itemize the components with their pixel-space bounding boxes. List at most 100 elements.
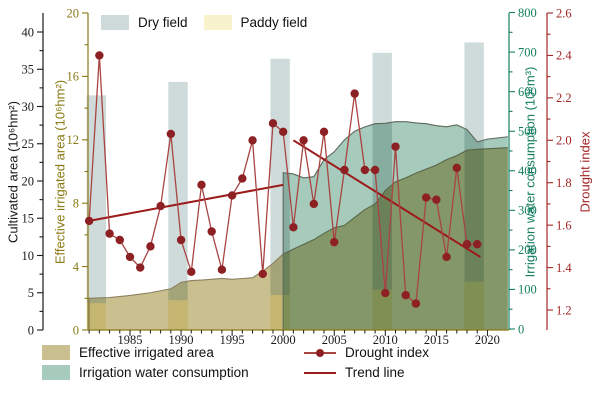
drought-index-point — [289, 223, 298, 232]
axis-x: 1985 1990 1995 2000 2005 2010 2015 2020 — [88, 329, 509, 347]
tick-label: 40 — [22, 25, 35, 39]
tick-label: 500 — [518, 125, 537, 139]
drought-index-point — [146, 242, 155, 251]
legend-item-drought-index: Drought index — [304, 345, 429, 360]
cultivated-area-axis-title: Cultivated area (10⁶hm²) — [5, 101, 21, 243]
tick-label: 400 — [518, 164, 537, 178]
drought-index-point — [340, 165, 349, 175]
tick-label: 2.6 — [556, 6, 572, 20]
drought-index-point — [197, 180, 206, 190]
drought-index-line — [84, 51, 482, 308]
drought-index-point — [227, 191, 237, 200]
dry-field-label: Dry field — [138, 15, 188, 30]
axis-effective: 0 4 8 12 16 20 — [67, 6, 89, 337]
area-irrigation-consumption — [282, 121, 508, 330]
tick-label: 2.0 — [556, 134, 572, 148]
drought-index-point — [156, 201, 165, 211]
drought-index-point — [401, 290, 410, 300]
x-tick-label: 1995 — [220, 333, 245, 347]
tick-label: 700 — [518, 45, 537, 59]
x-tick-label: 2010 — [373, 333, 398, 347]
legend-item-paddy-field: Paddy field — [203, 15, 308, 30]
tick-label: 12 — [67, 133, 80, 147]
field-type-legend: Dry field Paddy field — [101, 15, 307, 30]
drought-index-point — [370, 165, 380, 175]
tick-label: 4 — [73, 260, 80, 274]
drought-index-point — [330, 237, 339, 247]
axis-drought: 1.2 1.4 1.6 1.8 2.0 2.2 2.4 2.6 — [546, 6, 572, 330]
drought-index-point — [442, 252, 451, 262]
legend-item-trend-line: Trend line — [304, 365, 429, 380]
drought-index-point — [421, 193, 431, 202]
drought-index-point — [350, 89, 359, 98]
tick-label: 10 — [22, 249, 35, 263]
drought-index-point — [187, 267, 196, 277]
drought-index-point — [105, 229, 114, 238]
tick-label: 0 — [73, 323, 79, 337]
drought-index-point — [125, 252, 135, 262]
drought-index-point — [473, 240, 482, 249]
axis-irrigation: 0 100 200 300 400 500 600 700 800 — [508, 6, 537, 336]
tick-label: 1.4 — [556, 261, 572, 275]
drought-index-axis-title: Drought index — [577, 131, 593, 213]
axis-cultivated: 0 5 10 15 20 25 30 35 40 — [22, 13, 44, 337]
tick-label: 0 — [28, 323, 34, 337]
irrigation-axis-title: Irrigation water consumption (10⁸m³) — [522, 66, 538, 278]
drought-index-point — [115, 235, 124, 245]
drought-index-point — [176, 235, 186, 245]
tick-label: 200 — [518, 243, 537, 257]
legend-item-dry-field: Dry field — [101, 15, 188, 30]
tick-label: 2.2 — [556, 91, 572, 105]
irrigation-label: Irrigation water consumption — [79, 365, 249, 380]
tick-label: 20 — [22, 174, 35, 188]
trend-line-segment — [88, 183, 284, 222]
drought-index-point — [452, 163, 461, 173]
tick-label: 0 — [518, 322, 524, 336]
effective-irrigated-axis-title: Effective irrigated area (10⁶hm²) — [52, 79, 68, 265]
tick-label: 1.6 — [556, 218, 572, 232]
tick-label: 30 — [22, 100, 35, 114]
paddy-field-label: Paddy field — [240, 15, 308, 30]
drought-index-point — [391, 142, 400, 151]
drought-index-point — [268, 119, 278, 128]
tick-label: 300 — [518, 204, 537, 218]
tick-label: 800 — [518, 6, 537, 20]
drought-index-point — [207, 227, 216, 236]
tick-label: 15 — [22, 212, 35, 226]
drought-index-point — [238, 174, 247, 183]
drought-index-label: Drought index — [345, 345, 430, 360]
drought-index-point — [299, 136, 308, 145]
tick-label: 2.4 — [556, 49, 572, 63]
trend-line-legend-symbol — [304, 365, 336, 380]
tick-label: 1.2 — [556, 303, 572, 317]
series-legend: Effective irrigated area Drought index I… — [42, 345, 429, 380]
tick-label: 16 — [67, 70, 80, 84]
x-tick-label: 1990 — [169, 333, 194, 347]
x-tick-label: 2015 — [424, 333, 449, 347]
effective-irrigated-swatch — [42, 345, 70, 360]
drought-index-point — [217, 265, 227, 274]
dry-field-bar — [86, 95, 107, 330]
tick-label: 100 — [518, 283, 537, 297]
effective-irrigated-label: Effective irrigated area — [79, 345, 214, 360]
x-tick-label: 2000 — [271, 333, 296, 347]
tick-label: 8 — [73, 197, 79, 211]
paddy-field-swatch — [203, 15, 232, 30]
drought-index-point — [166, 129, 176, 139]
dry-field-swatch — [101, 15, 129, 30]
legend-item-effective-irrigated: Effective irrigated area — [42, 345, 304, 360]
drought-index-point — [248, 136, 257, 145]
drought-index-point — [278, 127, 288, 137]
drought-index-point — [360, 165, 370, 175]
drought-index-point — [309, 199, 319, 209]
tick-label: 1.8 — [556, 176, 572, 190]
x-tick-label: 1985 — [118, 333, 143, 347]
drought-index-point — [411, 299, 421, 308]
drought-index-legend-symbol — [304, 345, 336, 360]
irrigation-swatch — [42, 365, 70, 380]
tick-label: 25 — [22, 137, 35, 151]
drought-index-point — [84, 216, 94, 226]
tick-label: 5 — [28, 286, 34, 300]
